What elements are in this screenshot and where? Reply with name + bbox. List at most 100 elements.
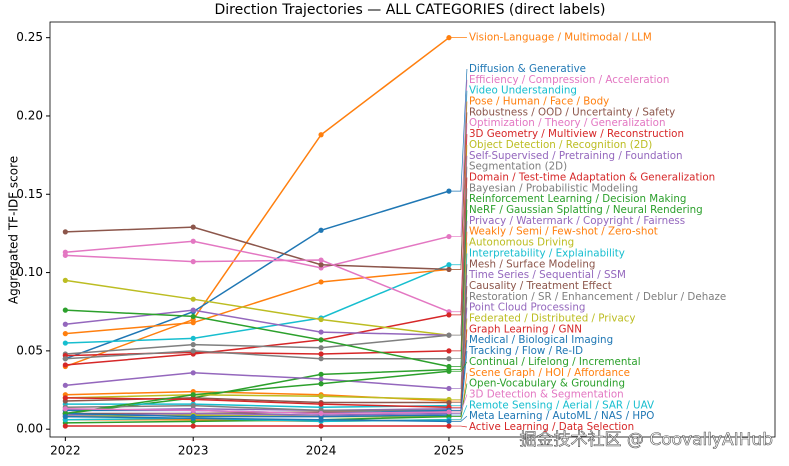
series-label: Autonomous Driving [469, 237, 574, 249]
point [62, 423, 68, 429]
leader-line [448, 166, 468, 336]
leader-line [448, 394, 468, 413]
series-label: Interpretability / Explainability [469, 247, 625, 259]
series-line [65, 404, 449, 412]
leader-line [448, 68, 468, 192]
point [318, 227, 324, 233]
leader-line [448, 112, 468, 270]
point [190, 415, 196, 421]
y-tick-label: 0.20 [16, 108, 43, 122]
point [190, 320, 196, 326]
x-tick-label: 2024 [306, 444, 337, 458]
series-line [65, 370, 450, 415]
series-line [65, 415, 449, 424]
point [62, 340, 68, 346]
point [318, 316, 324, 323]
y-tick-label: 0.25 [16, 30, 43, 44]
point [318, 337, 324, 343]
series-label: Video Understanding [469, 85, 577, 97]
series-line [65, 412, 449, 418]
leader-line [448, 340, 468, 411]
point [318, 376, 324, 382]
leader-line [448, 79, 468, 237]
series-label: Mesh / Surface Modeling [469, 258, 595, 270]
x-tick-label: 2023 [178, 444, 209, 458]
series-line [65, 397, 449, 408]
y-tick-label: 0.15 [16, 187, 43, 201]
series-line [65, 235, 450, 269]
point [190, 392, 196, 398]
point [62, 277, 68, 283]
point [190, 259, 196, 265]
series-line [65, 309, 449, 336]
series-line [65, 372, 449, 390]
series-label: Tracking / Flow / Re-ID [468, 345, 583, 357]
series-line [65, 334, 450, 355]
point [62, 382, 68, 388]
series-line [65, 397, 449, 404]
leader-line [448, 383, 468, 417]
point [318, 410, 324, 417]
series-label: Active Learning / Data Selection [469, 421, 634, 433]
leader-line [448, 425, 467, 428]
point [318, 279, 324, 285]
point [318, 423, 324, 429]
point [62, 331, 68, 337]
plot-frame [49, 21, 776, 438]
point [62, 395, 68, 401]
series-line [65, 368, 449, 415]
series-line [65, 393, 449, 401]
series-label: Causality / Treatment Effect [469, 280, 612, 292]
series-line [65, 350, 449, 360]
series-label: Bayesian / Probabilistic Modeling [469, 182, 638, 194]
series-label: Reinforcement Learning / Decision Making [469, 193, 686, 205]
series-line [65, 314, 450, 366]
series-label: NeRF / Gaussian Splatting / Neural Rende… [469, 204, 703, 216]
series-label: Open-Vocabulary & Grounding [469, 378, 625, 390]
chart-title: Direction Trajectories — ALL CATEGORIES … [215, 2, 606, 18]
point [318, 371, 324, 377]
series-line [65, 37, 450, 368]
point [190, 335, 196, 341]
series-label: Optimization / Theory / Generalization [469, 117, 666, 129]
series-label: Graph Learning / GNN [469, 323, 582, 335]
leader-line [448, 415, 468, 422]
point [62, 414, 68, 420]
point [190, 296, 196, 302]
point [318, 417, 324, 423]
point [190, 370, 196, 376]
point [318, 351, 324, 357]
series-label: Federated / Distributed / Privacy [469, 313, 636, 325]
series-label: Medical / Biological Imaging [469, 334, 613, 346]
leader-line [448, 210, 468, 371]
x-tick-label: 2022 [50, 444, 81, 458]
point [318, 132, 324, 138]
point [190, 313, 196, 320]
series-label: Self-Supervised / Pretraining / Foundati… [469, 150, 683, 162]
point [318, 329, 324, 335]
point [190, 307, 196, 313]
point [62, 321, 68, 327]
point [318, 381, 324, 387]
series-label: Time Series / Sequential / SSM [468, 269, 626, 281]
point [190, 396, 196, 403]
series-line [65, 415, 449, 423]
point [318, 257, 324, 263]
point [190, 348, 196, 354]
point [190, 224, 196, 230]
point [62, 229, 68, 235]
series-line [65, 254, 450, 313]
series-line [65, 268, 450, 335]
leader-line [448, 405, 468, 421]
series-label: Efficiency / Compression / Acceleration [469, 74, 669, 86]
y-tick-label: 0.05 [16, 343, 43, 357]
y-tick-label: 0.00 [16, 422, 43, 436]
series-line [65, 309, 450, 368]
series-label: 3D Detection & Segmentation [469, 388, 624, 400]
point [62, 252, 68, 258]
point [318, 356, 324, 362]
point [62, 362, 68, 368]
point [62, 307, 68, 313]
series-label: Object Detection / Recognition (2D) [469, 139, 652, 151]
